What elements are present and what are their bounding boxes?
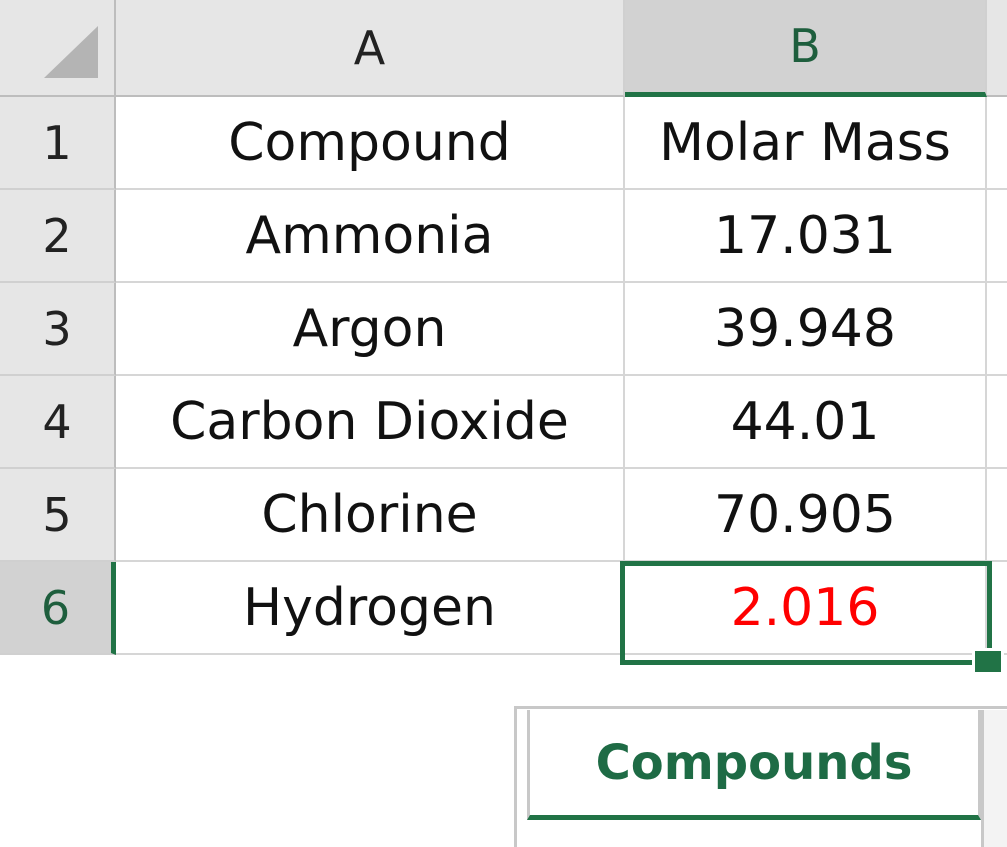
sheet-tab-compounds[interactable]: Compounds: [527, 710, 981, 820]
row-header-2[interactable]: 2: [0, 190, 116, 283]
row-header-6[interactable]: 6: [0, 562, 116, 655]
cell-b5[interactable]: 70.905: [625, 469, 987, 562]
cell-c1[interactable]: [987, 97, 1007, 190]
fill-handle[interactable]: [972, 648, 1004, 672]
cell-b2[interactable]: 17.031: [625, 190, 987, 283]
cell-b4[interactable]: 44.01: [625, 376, 987, 469]
cell-c5[interactable]: [987, 469, 1007, 562]
column-header-b[interactable]: B: [625, 0, 987, 97]
row-header-5[interactable]: 5: [0, 469, 116, 562]
cell-a1[interactable]: Compound: [116, 97, 625, 190]
cell-a3[interactable]: Argon: [116, 283, 625, 376]
tab-bar-scroll-area: [981, 710, 1007, 847]
column-header-a[interactable]: A: [116, 0, 625, 97]
cell-c4[interactable]: [987, 376, 1007, 469]
spreadsheet-grid: A B 1 Compound Molar Mass 2 Ammonia 17.0…: [0, 0, 1007, 672]
cell-a6[interactable]: Hydrogen: [116, 562, 625, 655]
select-all-triangle-icon: [44, 26, 98, 78]
cell-a5[interactable]: Chlorine: [116, 469, 625, 562]
select-all-corner[interactable]: [0, 0, 116, 97]
row-header-1[interactable]: 1: [0, 97, 116, 190]
cell-a4[interactable]: Carbon Dioxide: [116, 376, 625, 469]
cell-c2[interactable]: [987, 190, 1007, 283]
cell-c6[interactable]: [987, 562, 1007, 655]
cell-b1[interactable]: Molar Mass: [625, 97, 987, 190]
row-header-3[interactable]: 3: [0, 283, 116, 376]
cell-b3[interactable]: 39.948: [625, 283, 987, 376]
cell-b6-active[interactable]: 2.016: [625, 562, 987, 655]
column-header-c[interactable]: [987, 0, 1007, 97]
cell-c3[interactable]: [987, 283, 1007, 376]
row-header-4[interactable]: 4: [0, 376, 116, 469]
cell-a2[interactable]: Ammonia: [116, 190, 625, 283]
